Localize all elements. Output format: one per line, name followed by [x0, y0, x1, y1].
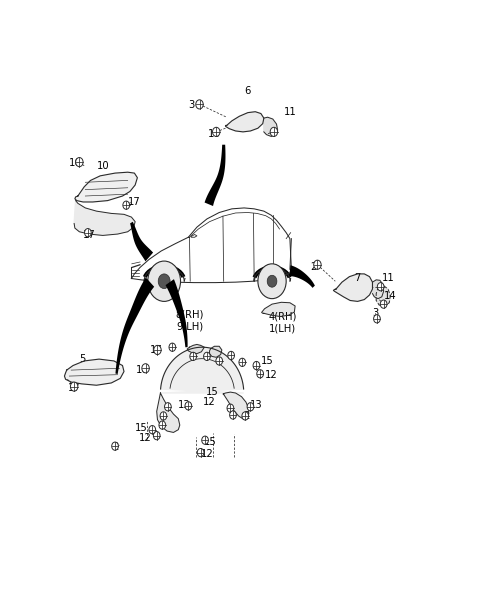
- Text: 17: 17: [83, 230, 96, 240]
- Circle shape: [148, 261, 180, 302]
- Text: 5: 5: [79, 354, 85, 364]
- Circle shape: [228, 351, 234, 359]
- Circle shape: [112, 442, 119, 450]
- Text: 12: 12: [138, 433, 151, 443]
- Text: 15: 15: [135, 423, 147, 433]
- Polygon shape: [74, 201, 135, 236]
- Text: 17: 17: [128, 197, 141, 207]
- Text: 13: 13: [250, 400, 263, 410]
- Circle shape: [314, 260, 321, 270]
- Circle shape: [76, 158, 83, 167]
- Circle shape: [185, 402, 192, 410]
- Text: 3: 3: [188, 101, 194, 110]
- Polygon shape: [187, 345, 204, 353]
- Circle shape: [229, 411, 236, 419]
- Text: 12: 12: [203, 397, 215, 407]
- Polygon shape: [226, 112, 264, 132]
- Text: 10: 10: [96, 161, 109, 171]
- Circle shape: [267, 275, 277, 287]
- Circle shape: [253, 361, 260, 369]
- Circle shape: [239, 358, 246, 367]
- Polygon shape: [372, 280, 384, 299]
- Circle shape: [373, 315, 380, 323]
- Circle shape: [149, 425, 156, 434]
- Text: 15: 15: [205, 387, 218, 397]
- Circle shape: [84, 228, 91, 237]
- Polygon shape: [334, 274, 372, 302]
- Text: 2: 2: [112, 442, 118, 452]
- Text: 16: 16: [136, 365, 149, 375]
- Text: 17: 17: [68, 383, 81, 393]
- Text: 14: 14: [384, 291, 396, 301]
- Text: 15: 15: [261, 356, 274, 366]
- Circle shape: [154, 431, 160, 440]
- Text: 2: 2: [243, 411, 249, 421]
- Circle shape: [165, 403, 171, 411]
- Polygon shape: [116, 277, 154, 374]
- Text: 16: 16: [208, 129, 221, 139]
- Polygon shape: [156, 393, 180, 433]
- Text: 11: 11: [284, 107, 296, 117]
- Polygon shape: [161, 347, 244, 393]
- Circle shape: [123, 201, 130, 209]
- Circle shape: [160, 412, 167, 420]
- Text: 8(RH)
9(LH): 8(RH) 9(LH): [175, 310, 204, 331]
- Polygon shape: [204, 145, 226, 206]
- Circle shape: [196, 100, 203, 109]
- Text: 12: 12: [201, 449, 213, 459]
- Text: 17: 17: [150, 345, 162, 355]
- Text: 2: 2: [310, 262, 316, 271]
- Polygon shape: [376, 286, 390, 306]
- Circle shape: [202, 436, 208, 444]
- Circle shape: [204, 352, 210, 361]
- Text: 12: 12: [265, 369, 277, 380]
- Polygon shape: [223, 392, 249, 419]
- Polygon shape: [262, 302, 295, 317]
- Polygon shape: [289, 265, 315, 288]
- Circle shape: [197, 449, 204, 457]
- Text: 16: 16: [69, 158, 81, 168]
- Polygon shape: [264, 117, 277, 136]
- Polygon shape: [210, 346, 222, 357]
- Text: 3: 3: [372, 308, 379, 318]
- Polygon shape: [166, 279, 188, 347]
- Circle shape: [377, 283, 384, 291]
- Circle shape: [242, 412, 249, 420]
- Circle shape: [159, 421, 166, 429]
- Circle shape: [158, 274, 170, 289]
- Circle shape: [247, 403, 254, 411]
- Text: 7: 7: [354, 274, 361, 283]
- Circle shape: [216, 357, 223, 365]
- Text: 11: 11: [382, 274, 395, 283]
- Circle shape: [190, 352, 196, 361]
- Polygon shape: [75, 172, 137, 202]
- Circle shape: [154, 345, 161, 355]
- Circle shape: [142, 364, 149, 373]
- Circle shape: [169, 343, 176, 351]
- Text: 15: 15: [204, 437, 217, 447]
- Circle shape: [257, 369, 264, 378]
- Polygon shape: [130, 222, 153, 261]
- Circle shape: [227, 404, 234, 412]
- Text: 6: 6: [245, 86, 251, 96]
- Text: 13: 13: [178, 400, 191, 410]
- Circle shape: [380, 300, 387, 308]
- Circle shape: [213, 127, 220, 136]
- Circle shape: [71, 382, 78, 391]
- Polygon shape: [64, 359, 124, 385]
- Circle shape: [258, 264, 286, 299]
- Text: 4(RH)
1(LH): 4(RH) 1(LH): [268, 312, 297, 333]
- Circle shape: [270, 127, 277, 136]
